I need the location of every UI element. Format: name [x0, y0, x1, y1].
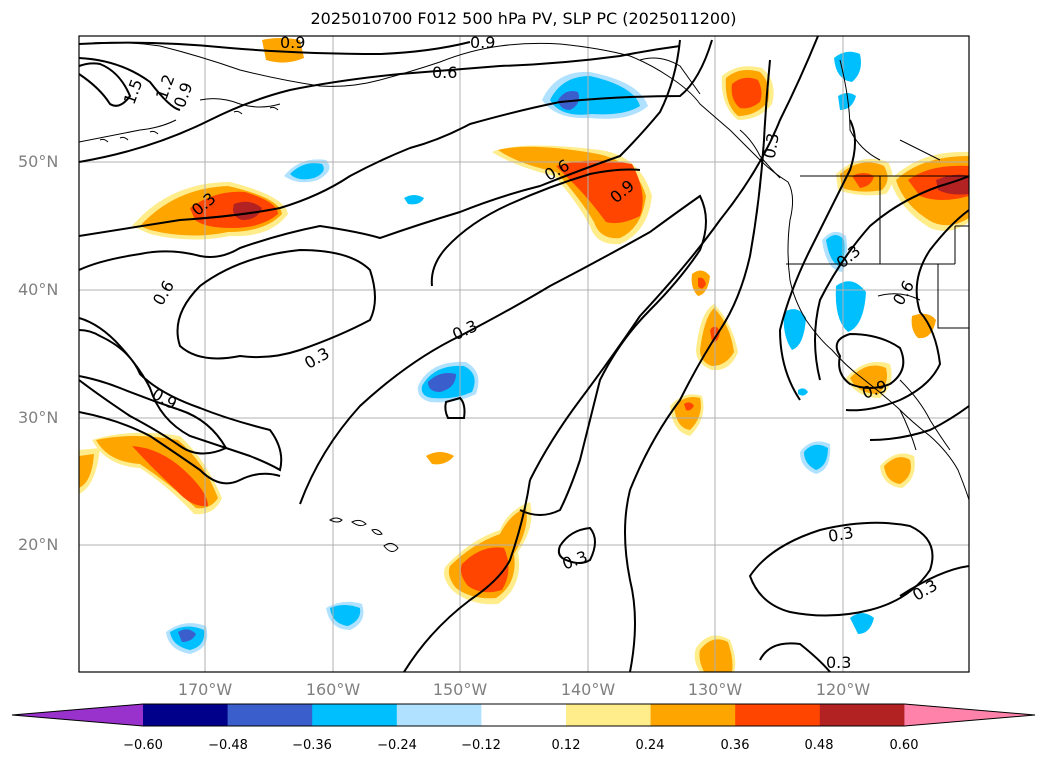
- map-title: 2025010700 F012 500 hPa PV, SLP PC (2025…: [310, 9, 737, 28]
- pv-positive-patch: [233, 201, 262, 220]
- slp-contours: [79, 36, 969, 672]
- pv-positive-patch: [699, 639, 733, 672]
- contour-label: 0.9: [280, 33, 305, 52]
- pv-negative-patch: [850, 613, 874, 634]
- pv-negative-patch: [826, 235, 845, 266]
- colorbar-label: −0.60: [123, 738, 163, 753]
- pv-negative-patch: [798, 388, 808, 396]
- colorbar-label: 0.36: [720, 738, 750, 753]
- lon-label-120w: 120°W: [815, 680, 871, 699]
- lat-label-20n: 20°N: [18, 535, 59, 554]
- contour-label: 0.6: [432, 63, 457, 82]
- lon-label-170w: 170°W: [177, 680, 233, 699]
- pv-positive-patch: [884, 457, 911, 484]
- map-background: [79, 36, 969, 672]
- pv-positive-patch: [426, 452, 454, 465]
- colorbar-label: 0.12: [551, 738, 581, 753]
- colorbar-label: −0.12: [461, 738, 501, 753]
- pv-negative-patch: [178, 629, 196, 642]
- colorbar-label: 0.24: [635, 738, 665, 753]
- pv-negative-patch: [428, 373, 456, 392]
- colorbar-label: −0.24: [377, 738, 417, 753]
- coastlines: [79, 41, 969, 552]
- colorbar-label: −0.36: [292, 738, 332, 753]
- contour-label: 0.3: [827, 523, 855, 546]
- pv-positive-patch: [852, 173, 874, 188]
- lon-label-150w: 150°W: [432, 680, 488, 699]
- pv-negative-patch: [290, 163, 324, 180]
- colorbar-label: 0.60: [889, 738, 919, 753]
- pv-positive-patch: [731, 77, 762, 109]
- contour-label: 0.3: [760, 132, 783, 160]
- lon-label-160w: 160°W: [305, 680, 361, 699]
- pv-negative-patch: [783, 309, 806, 350]
- pv-negative-patch: [330, 605, 361, 626]
- pv-positive-patch: [262, 38, 304, 63]
- pv-positive-patch: [132, 446, 208, 507]
- pv-positive-patch: [460, 547, 509, 593]
- lat-label-50n: 50°N: [18, 152, 59, 171]
- pv-positive-patch: [79, 454, 94, 488]
- colorbar-label: −0.48: [208, 738, 248, 753]
- map-frame: [78, 35, 970, 673]
- colorbar-label: 0.48: [804, 738, 834, 753]
- pv-positive-patch: [556, 160, 643, 224]
- pv-shading: [79, 38, 969, 672]
- pv-positive-patch: [698, 277, 706, 289]
- pv-negative-patch: [804, 444, 828, 470]
- lon-label-140w: 140°W: [560, 680, 616, 699]
- contour-label: 0.3: [826, 653, 851, 672]
- pv-negative-patch: [834, 51, 861, 82]
- lon-label-130w: 130°W: [687, 680, 743, 699]
- pv-positive-patch: [684, 402, 694, 411]
- contour-label: 0.9: [470, 33, 495, 52]
- lat-label-40n: 40°N: [18, 280, 59, 299]
- lat-label-30n: 30°N: [18, 408, 59, 427]
- pv-negative-patch: [404, 195, 424, 205]
- pv-positive-patch: [674, 397, 701, 430]
- pv-positive-patch: [911, 313, 936, 339]
